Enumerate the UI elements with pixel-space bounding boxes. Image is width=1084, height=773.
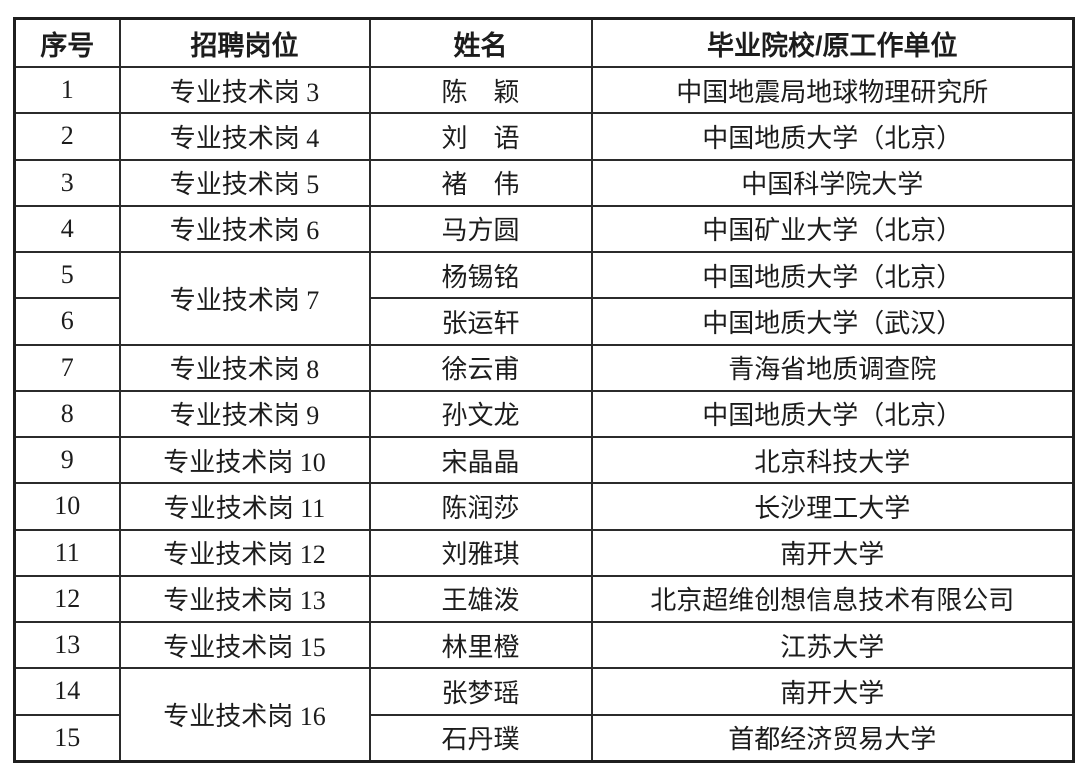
cell-index: 15 — [13, 713, 121, 763]
table-row: 1 专业技术岗 3 陈 颖 中国地震局地球物理研究所 — [13, 65, 1075, 115]
recruitment-roster-table: 序号 招聘岗位 姓名 毕业院校/原工作单位 1 专业技术岗 3 陈 颖 中国地震… — [13, 17, 1075, 763]
cell-position: 专业技术岗 12 — [118, 528, 371, 577]
cell-school: 南开大学 — [590, 528, 1075, 577]
cell-name: 张梦瑶 — [368, 667, 593, 716]
cell-name: 陈润莎 — [368, 482, 593, 531]
cell-index: 7 — [13, 343, 121, 392]
col-header-school: 毕业院校/原工作单位 — [590, 17, 1075, 68]
cell-position: 专业技术岗 9 — [118, 389, 371, 439]
cell-school: 青海省地质调查院 — [590, 343, 1075, 392]
cell-school: 首都经济贸易大学 — [590, 713, 1075, 763]
table-row: 8 专业技术岗 9 孙文龙 中国地质大学（北京） — [13, 389, 1075, 439]
table-row: 4 专业技术岗 6 马方圆 中国矿业大学（北京） — [13, 204, 1075, 254]
cell-index: 5 — [13, 250, 121, 300]
cell-index: 11 — [13, 528, 121, 577]
table-row: 12 专业技术岗 13 王雄泼 北京超维创想信息技术有限公司 — [13, 574, 1075, 624]
cell-position: 专业技术岗 8 — [118, 343, 371, 392]
cell-index: 4 — [13, 204, 121, 254]
cell-name: 宋晶晶 — [368, 435, 593, 485]
cell-school: 北京科技大学 — [590, 435, 1075, 485]
cell-school: 中国地震局地球物理研究所 — [590, 65, 1075, 115]
cell-position: 专业技术岗 11 — [118, 482, 371, 531]
cell-name: 杨锡铭 — [368, 250, 593, 300]
cell-index: 10 — [13, 482, 121, 531]
cell-name: 马方圆 — [368, 204, 593, 254]
cell-index: 2 — [13, 112, 121, 161]
cell-school: 北京超维创想信息技术有限公司 — [590, 574, 1075, 624]
table-row: 15 石丹璞 首都经济贸易大学 — [13, 713, 1075, 763]
cell-school: 长沙理工大学 — [590, 482, 1075, 531]
cell-school: 江苏大学 — [590, 620, 1075, 670]
cell-name: 陈 颖 — [368, 65, 593, 115]
cell-index: 14 — [13, 667, 121, 716]
table-row: 14 专业技术岗 16 张梦瑶 南开大学 — [13, 667, 1075, 763]
cell-school: 中国地质大学（北京） — [590, 112, 1075, 161]
cell-school: 南开大学 — [590, 667, 1075, 716]
cell-school: 中国科学院大学 — [590, 158, 1075, 207]
cell-name: 王雄泼 — [368, 574, 593, 624]
col-header-index: 序号 — [13, 17, 121, 68]
cell-position: 专业技术岗 15 — [118, 620, 371, 670]
cell-index: 9 — [13, 435, 121, 485]
table-row: 9 专业技术岗 10 宋晶晶 北京科技大学 — [13, 435, 1075, 485]
cell-school: 中国地质大学（北京） — [590, 389, 1075, 439]
cell-position: 专业技术岗 3 — [118, 65, 371, 115]
cell-position: 专业技术岗 6 — [118, 204, 371, 254]
cell-name: 石丹璞 — [368, 713, 593, 763]
cell-position: 专业技术岗 13 — [118, 574, 371, 624]
table-row: 5 专业技术岗 7 杨锡铭 中国地质大学（北京） — [13, 250, 1075, 346]
cell-index: 3 — [13, 158, 121, 207]
cell-school: 中国矿业大学（北京） — [590, 204, 1075, 254]
cell-school: 中国地质大学（北京） — [590, 250, 1075, 300]
table-row: 6 张运轩 中国地质大学（武汉） — [13, 297, 1075, 346]
col-header-position: 招聘岗位 — [118, 17, 371, 68]
table-row: 2 专业技术岗 4 刘 语 中国地质大学（北京） — [13, 112, 1075, 161]
table-row: 10 专业技术岗 11 陈润莎 长沙理工大学 — [13, 482, 1075, 531]
cell-name: 张运轩 — [368, 297, 593, 346]
cell-index: 8 — [13, 389, 121, 439]
cell-index: 1 — [13, 65, 121, 115]
cell-position: 专业技术岗 10 — [118, 435, 371, 485]
cell-name: 徐云甫 — [368, 343, 593, 392]
cell-name: 林里橙 — [368, 620, 593, 670]
cell-position: 专业技术岗 4 — [118, 112, 371, 161]
cell-name: 孙文龙 — [368, 389, 593, 439]
cell-name: 刘雅琪 — [368, 528, 593, 577]
table-row: 3 专业技术岗 5 褚 伟 中国科学院大学 — [13, 158, 1075, 207]
cell-position-merged: 专业技术岗 16 — [118, 667, 371, 763]
cell-school: 中国地质大学（武汉） — [590, 297, 1075, 346]
table-row: 7 专业技术岗 8 徐云甫 青海省地质调查院 — [13, 343, 1075, 392]
table-row: 13 专业技术岗 15 林里橙 江苏大学 — [13, 620, 1075, 670]
cell-position: 专业技术岗 5 — [118, 158, 371, 207]
header-row: 序号 招聘岗位 姓名 毕业院校/原工作单位 — [13, 17, 1075, 68]
cell-name: 褚 伟 — [368, 158, 593, 207]
cell-position-merged: 专业技术岗 7 — [118, 251, 371, 346]
cell-index: 12 — [13, 574, 121, 624]
table-row: 11 专业技术岗 12 刘雅琪 南开大学 — [13, 528, 1075, 577]
cell-index: 13 — [13, 620, 121, 670]
col-header-name: 姓名 — [368, 17, 593, 68]
cell-name: 刘 语 — [368, 112, 593, 161]
cell-index: 6 — [13, 297, 121, 346]
